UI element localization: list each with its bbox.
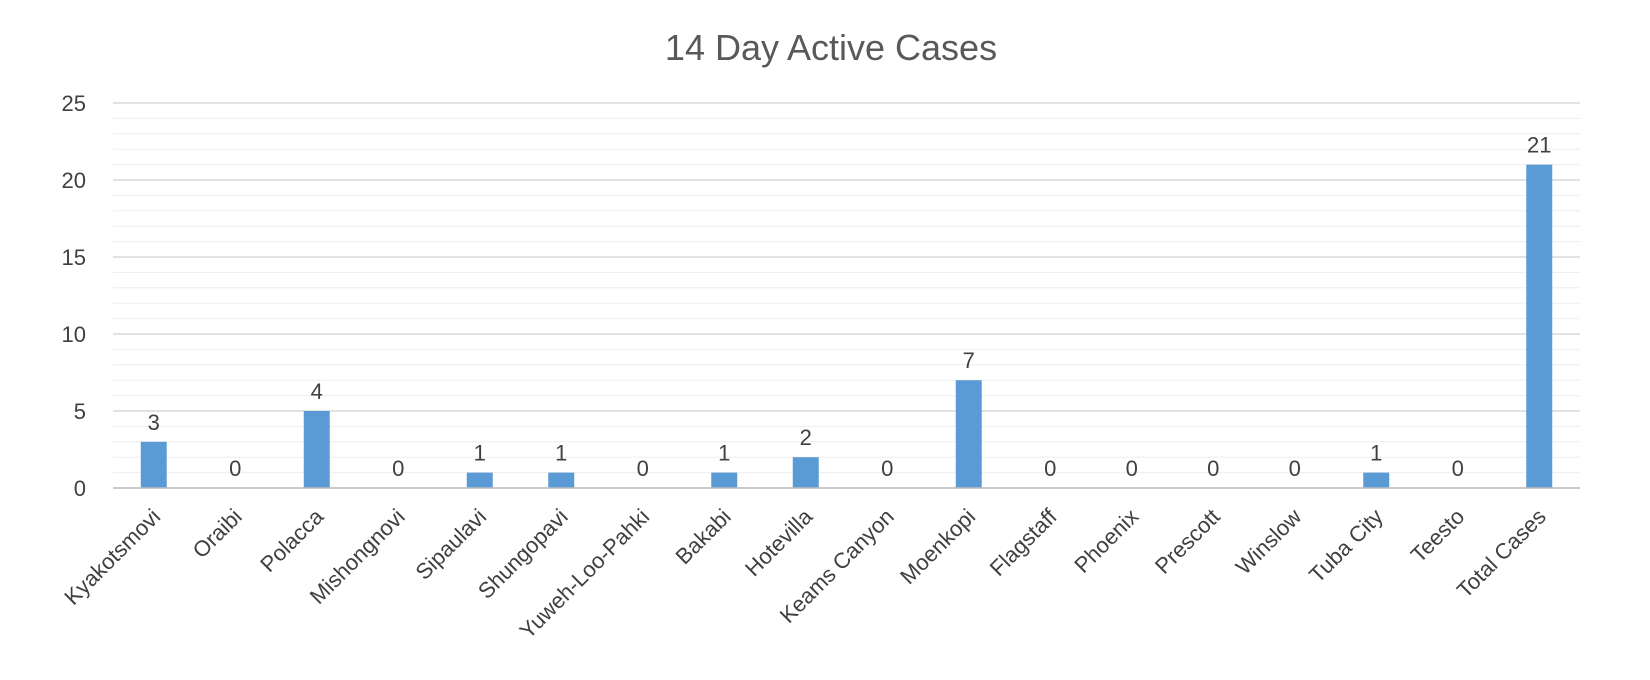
y-tick-label: 5 (74, 399, 86, 424)
data-label: 0 (881, 456, 893, 481)
data-label: 0 (392, 456, 404, 481)
data-label: 2 (800, 425, 812, 450)
x-tick-label: Total Cases (1452, 504, 1551, 603)
y-axis: 0 5 10 15 20 25 (62, 91, 86, 501)
bar (466, 472, 493, 488)
y-tick-label: 15 (62, 245, 86, 270)
x-tick-label: Oraibi (188, 504, 247, 563)
x-tick-label: Sipaulavi (410, 504, 491, 585)
chart-title: 14 Day Active Cases (665, 27, 997, 68)
bar (548, 472, 575, 488)
x-tick-label: Winslow (1231, 504, 1307, 580)
data-label: 1 (474, 441, 486, 466)
y-tick-label: 20 (62, 168, 86, 193)
data-label: 1 (555, 441, 567, 466)
bar (1363, 472, 1390, 488)
x-tick-label: Prescott (1150, 504, 1225, 579)
bar (955, 380, 982, 488)
x-tick-label: Moenkopi (895, 504, 980, 589)
bar (1526, 164, 1553, 488)
y-tick-label: 10 (62, 322, 86, 347)
gridlines (113, 102, 1580, 489)
data-label: 0 (1044, 456, 1056, 481)
x-tick-label: Tuba City (1304, 504, 1388, 588)
data-label: 3 (148, 410, 160, 435)
data-label: 4 (311, 379, 323, 404)
bar (792, 457, 819, 488)
x-tick-label: Teesto (1406, 504, 1470, 568)
bar (303, 411, 330, 488)
data-labels: 3 0 4 0 1 1 0 1 2 0 7 0 0 0 0 1 0 21 (148, 133, 1552, 481)
x-tick-label: Bakabi (671, 504, 736, 569)
data-label: 0 (229, 456, 241, 481)
x-tick-label: Phoenix (1069, 504, 1143, 578)
data-label: 0 (637, 456, 649, 481)
data-label: 0 (1207, 456, 1219, 481)
data-label: 21 (1527, 133, 1551, 158)
data-label: 1 (1370, 441, 1382, 466)
bar (140, 441, 167, 488)
x-tick-label: Hotevilla (740, 503, 818, 581)
y-tick-label: 25 (62, 91, 86, 116)
data-label: 7 (963, 348, 975, 373)
x-tick-label: Kyakotsmovi (59, 504, 165, 610)
data-label: 0 (1452, 456, 1464, 481)
bar (711, 472, 738, 488)
y-tick-label: 0 (74, 476, 86, 501)
data-label: 0 (1289, 456, 1301, 481)
data-label: 0 (1126, 456, 1138, 481)
bars (140, 164, 1553, 488)
x-tick-label: Polacca (255, 503, 329, 577)
x-tick-label: Flagstaff (985, 503, 1063, 581)
data-label: 1 (718, 441, 730, 466)
